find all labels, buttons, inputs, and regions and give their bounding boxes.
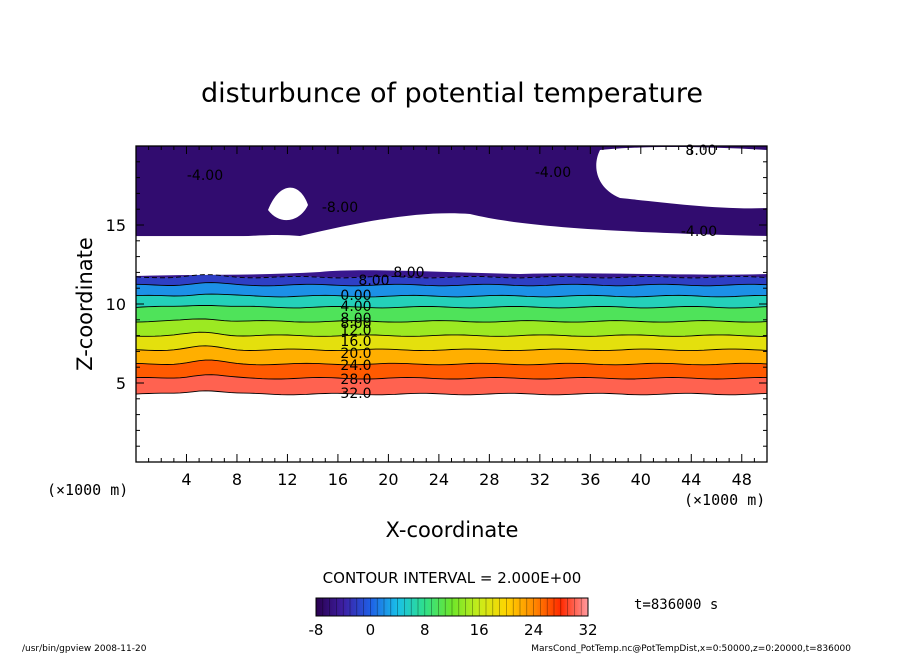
undefined-region bbox=[596, 147, 767, 209]
contour-line bbox=[136, 359, 767, 366]
x-tick-label: 16 bbox=[328, 470, 348, 489]
x-tick-label: 40 bbox=[631, 470, 651, 489]
x-tick-label: 4 bbox=[181, 470, 191, 489]
y-unit-label: (×1000 m) bbox=[47, 481, 128, 499]
y-tick-label: 5 bbox=[116, 374, 126, 393]
contour-line bbox=[136, 274, 767, 279]
contour-line bbox=[136, 331, 767, 337]
contour-line bbox=[136, 304, 767, 309]
contour-lines bbox=[136, 274, 767, 396]
colorbar: -8 0 8 16 24 32 bbox=[309, 597, 598, 639]
contour-label: 8.00 bbox=[340, 316, 371, 332]
x-tick-label: 48 bbox=[732, 470, 752, 489]
undefined-region bbox=[268, 187, 308, 221]
colorbar-tick-label: -8 bbox=[309, 621, 324, 639]
x-tick-label: 8 bbox=[232, 470, 242, 489]
undefined-region bbox=[136, 213, 767, 276]
heatmap-field bbox=[136, 146, 767, 395]
x-axis-label: X-coordinate bbox=[386, 518, 519, 542]
contour-label: 32.0 bbox=[340, 386, 371, 402]
field-band bbox=[136, 294, 767, 308]
x-unit-label: (×1000 m) bbox=[684, 491, 765, 509]
footer-left: /usr/bin/gpview 2008-11-20 bbox=[22, 644, 147, 654]
x-tick-label: 20 bbox=[378, 470, 398, 489]
x-tick-label: 44 bbox=[681, 470, 701, 489]
field-band bbox=[136, 374, 767, 395]
contour-label: 0.00 bbox=[340, 288, 371, 304]
x-tick-label: 28 bbox=[479, 470, 499, 489]
contour-line bbox=[136, 293, 767, 298]
y-tick-label: 10 bbox=[106, 295, 126, 314]
contour-label: 8.00 bbox=[685, 143, 716, 159]
field-band bbox=[136, 305, 767, 323]
colorbar-tick-label: 24 bbox=[524, 621, 543, 639]
contour-label: -8.00 bbox=[322, 200, 358, 216]
x-tick-label: 32 bbox=[530, 470, 550, 489]
y-tick-label: 15 bbox=[106, 216, 126, 235]
colorbar-tick-label: 0 bbox=[366, 621, 376, 639]
contour-interval-text: CONTOUR INTERVAL = 2.000E+00 bbox=[323, 569, 582, 587]
contour-label: 20.0 bbox=[340, 346, 371, 362]
field-band bbox=[136, 274, 767, 286]
x-tick-label: 36 bbox=[580, 470, 600, 489]
x-tick-label: 24 bbox=[429, 470, 449, 489]
contour-label: 28.0 bbox=[340, 372, 371, 388]
contour-labels: 8.00-4.00 -4.00-8.008.008.00-4.008.000.00… bbox=[187, 143, 717, 402]
contour-label: 8.00 bbox=[358, 273, 389, 289]
x-tick-label: 12 bbox=[277, 470, 297, 489]
footer-right: MarsCond_PotTemp.nc@PotTempDist,x=0:5000… bbox=[531, 644, 851, 654]
colorbar-tick-label: 16 bbox=[470, 621, 489, 639]
contour-label: -4.00 bbox=[681, 224, 717, 240]
colorbar-tick-label: 8 bbox=[420, 621, 430, 639]
field-band bbox=[136, 332, 767, 351]
field-band bbox=[136, 282, 767, 297]
y-axis: 5 10 15 bbox=[106, 161, 767, 447]
contour-label: -4.00 bbox=[187, 168, 223, 184]
contour-line bbox=[136, 374, 767, 380]
contour-line bbox=[136, 282, 767, 287]
contour-label: 4.00 bbox=[340, 299, 371, 315]
contour-line bbox=[136, 318, 767, 323]
x-axis: 4 8 12 16 20 24 28 32 36 40 44 48 bbox=[148, 146, 755, 489]
contour-label: 12.0 bbox=[340, 323, 371, 339]
y-axis-label: Z-coordinate bbox=[73, 237, 97, 371]
contour-label: 24.0 bbox=[340, 358, 371, 374]
field-band bbox=[136, 318, 767, 337]
contour-line bbox=[136, 390, 767, 396]
chart-title: disturbunce of potential temperature bbox=[201, 78, 703, 109]
contour-label: 16.0 bbox=[340, 334, 371, 350]
colorbar-tick-label: 32 bbox=[578, 621, 597, 639]
time-label: t=836000 s bbox=[634, 597, 718, 613]
contour-line bbox=[136, 345, 767, 352]
contour-label: 8.00 bbox=[393, 265, 424, 281]
contour-label: -4.00 bbox=[535, 165, 571, 181]
contour-label: 8.00 bbox=[340, 311, 371, 327]
